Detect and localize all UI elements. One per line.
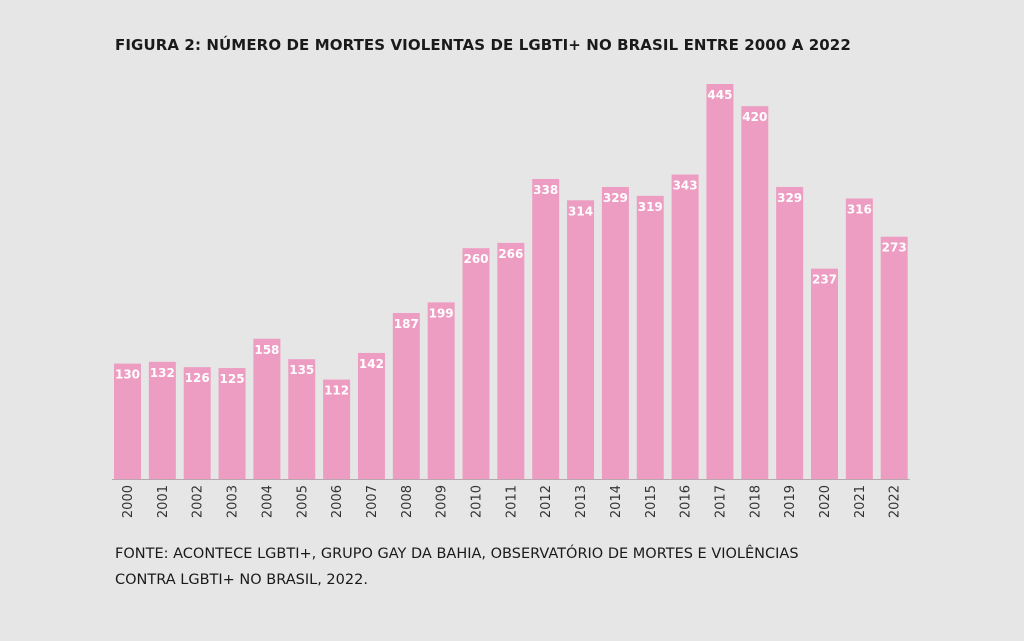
data-label-2012: 338 bbox=[533, 183, 558, 197]
bar-2004 bbox=[253, 338, 281, 479]
bar-2011 bbox=[497, 242, 525, 479]
data-label-2011: 266 bbox=[498, 247, 523, 261]
bar-2018 bbox=[741, 106, 769, 479]
x-tick-label-2009: 2009 bbox=[435, 485, 450, 518]
data-label-2008: 187 bbox=[394, 317, 419, 331]
bar-2016 bbox=[671, 174, 699, 480]
x-tick-label-2016: 2016 bbox=[679, 485, 694, 518]
data-label-2000: 130 bbox=[115, 368, 140, 382]
x-tick-label-2006: 2006 bbox=[330, 485, 345, 518]
x-tick-label-2012: 2012 bbox=[539, 485, 554, 518]
x-tick-label-2021: 2021 bbox=[853, 485, 868, 518]
bar-2001 bbox=[148, 361, 176, 479]
bar-2015 bbox=[636, 195, 664, 479]
bar-2003 bbox=[218, 368, 246, 479]
x-tick-label-2002: 2002 bbox=[191, 485, 206, 518]
data-label-2020: 237 bbox=[812, 273, 837, 287]
x-tick-label-2020: 2020 bbox=[818, 485, 833, 518]
data-label-2016: 343 bbox=[673, 179, 698, 193]
x-tick-label-2007: 2007 bbox=[365, 485, 380, 518]
x-tick-label-2001: 2001 bbox=[156, 485, 171, 518]
data-label-2018: 420 bbox=[742, 110, 767, 124]
data-label-2001: 132 bbox=[150, 366, 175, 380]
bar-2006 bbox=[323, 379, 351, 479]
data-label-2005: 135 bbox=[289, 363, 314, 377]
bar-2010 bbox=[462, 248, 490, 479]
x-tick-label-2018: 2018 bbox=[748, 485, 763, 518]
bar-2021 bbox=[845, 198, 873, 479]
bar-2007 bbox=[357, 352, 385, 479]
source-line-1: FONTE: ACONTECE LGBTI+, GRUPO GAY DA BAH… bbox=[115, 546, 799, 562]
x-tick-label-2017: 2017 bbox=[713, 485, 728, 518]
data-label-2004: 158 bbox=[254, 343, 279, 357]
x-tick-label-2005: 2005 bbox=[295, 485, 310, 518]
bar-2013 bbox=[567, 200, 595, 479]
x-tick-label-2004: 2004 bbox=[260, 485, 275, 518]
data-label-2017: 445 bbox=[707, 88, 732, 102]
x-tick-label-2011: 2011 bbox=[504, 485, 519, 518]
source-line-2: CONTRA LGBTI+ NO BRASIL, 2022. bbox=[115, 572, 368, 588]
bar-2014 bbox=[601, 186, 629, 479]
x-tick-label-2008: 2008 bbox=[400, 485, 415, 518]
x-tick-label-2014: 2014 bbox=[609, 485, 624, 518]
x-tick-label-2000: 2000 bbox=[121, 485, 136, 518]
bar-2005 bbox=[288, 359, 316, 479]
data-label-2009: 199 bbox=[429, 306, 454, 320]
data-label-2006: 112 bbox=[324, 384, 349, 398]
data-label-2003: 125 bbox=[220, 372, 245, 386]
data-label-2002: 126 bbox=[185, 371, 210, 385]
data-label-2010: 260 bbox=[463, 252, 488, 266]
bar-2002 bbox=[183, 367, 211, 479]
x-tick-label-2019: 2019 bbox=[783, 485, 798, 518]
bar-2017 bbox=[706, 84, 734, 479]
chart-title: FIGURA 2: NÚMERO DE MORTES VIOLENTAS DE … bbox=[115, 36, 851, 54]
bar-2000 bbox=[114, 363, 141, 479]
data-label-2007: 142 bbox=[359, 357, 384, 371]
data-label-2021: 316 bbox=[847, 203, 872, 217]
data-label-2013: 314 bbox=[568, 204, 593, 218]
bar-2022 bbox=[880, 236, 908, 479]
bar-2012 bbox=[532, 178, 560, 480]
data-label-2022: 273 bbox=[882, 241, 907, 255]
bar-2008 bbox=[392, 313, 420, 479]
bar-2009 bbox=[427, 302, 455, 479]
bar-2019 bbox=[776, 186, 804, 479]
x-tick-label-2022: 2022 bbox=[888, 485, 903, 518]
data-label-2014: 329 bbox=[603, 191, 628, 205]
x-tick-label-2015: 2015 bbox=[644, 485, 659, 518]
x-tick-label-2010: 2010 bbox=[470, 485, 485, 518]
data-label-2019: 329 bbox=[777, 191, 802, 205]
x-tick-label-2003: 2003 bbox=[226, 485, 241, 518]
bar-2020 bbox=[811, 268, 838, 479]
data-label-2015: 319 bbox=[638, 200, 663, 214]
x-tick-label-2013: 2013 bbox=[574, 485, 589, 518]
